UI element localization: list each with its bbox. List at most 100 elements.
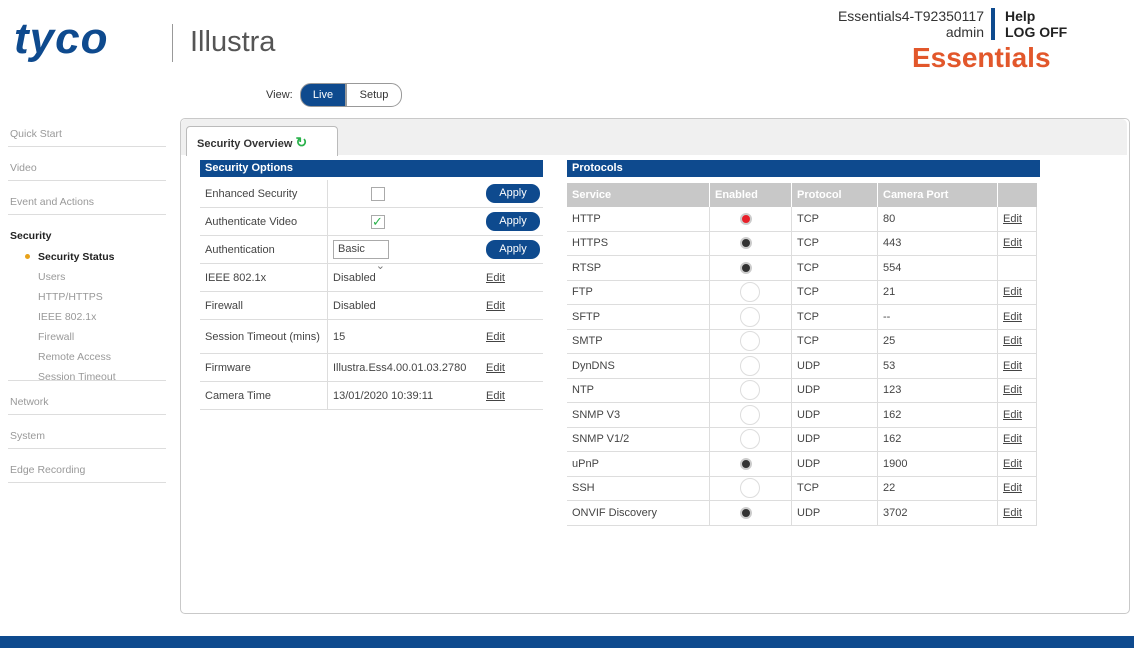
select[interactable]: Basic ⌄ <box>333 240 389 272</box>
apply-button[interactable]: Apply <box>486 212 540 231</box>
nav-item[interactable]: Event and Actions <box>10 196 95 208</box>
edit-link[interactable]: Edit <box>486 271 505 284</box>
camera-port: 3702 <box>878 501 998 526</box>
edit-link[interactable]: Edit <box>1003 457 1022 470</box>
service-name: SFTP <box>567 305 710 330</box>
edit-link[interactable]: Edit <box>1003 237 1022 250</box>
protocol: TCP <box>792 329 878 354</box>
nav-item[interactable]: Security <box>10 230 52 242</box>
camera-port: 443 <box>878 231 998 256</box>
nav-subitem[interactable]: Remote Access <box>38 351 111 363</box>
option-label: Firmware <box>200 354 328 382</box>
action-cell: Edit <box>998 452 1037 477</box>
column-header: Protocol <box>792 183 877 207</box>
nav-subitem[interactable]: IEEE 802.1x <box>38 311 97 323</box>
edit-link[interactable]: Edit <box>1003 482 1022 495</box>
protocol: TCP <box>792 231 878 256</box>
option-text: 15 <box>333 330 346 343</box>
section-header: Security Options <box>200 160 543 177</box>
status-dot <box>740 478 760 499</box>
nav-subitem[interactable]: Users <box>38 271 66 283</box>
option-text: Illustra.Ess4.00.01.03.2780 <box>333 361 467 374</box>
edit-link[interactable]: Edit <box>486 299 505 312</box>
nav-item[interactable]: System <box>10 430 46 442</box>
action-cell: Edit <box>998 476 1037 501</box>
protocol: TCP <box>792 305 878 330</box>
view-button[interactable]: Live <box>300 83 346 107</box>
edit-link[interactable]: Edit <box>1003 433 1022 446</box>
service-name: HTTPS <box>567 231 710 256</box>
nav-item[interactable]: Quick Start <box>10 128 62 140</box>
action-cell: Edit <box>998 354 1037 379</box>
edit-link[interactable]: Edit <box>486 330 505 343</box>
edit-link[interactable]: Edit <box>486 389 505 402</box>
enabled-cell <box>710 280 792 305</box>
tab[interactable]: Security Overview ↻ <box>186 126 338 156</box>
option-action-cell: Edit <box>483 264 543 292</box>
edit-link[interactable]: Edit <box>1003 506 1022 519</box>
status-dot <box>740 429 760 450</box>
enabled-cell <box>710 256 792 281</box>
edit-link[interactable]: Edit <box>1003 359 1022 372</box>
option-text: Disabled <box>333 299 376 312</box>
edition: Essentials <box>912 42 1051 73</box>
checkbox[interactable] <box>371 186 385 201</box>
edit-link[interactable]: Edit <box>1003 335 1022 348</box>
nav-subitem[interactable]: Firewall <box>38 331 75 343</box>
enabled-cell <box>710 305 792 330</box>
camera-port: 1900 <box>878 452 998 477</box>
nav-subitem[interactable]: Security Status <box>38 251 115 263</box>
protocol: UDP <box>792 501 878 526</box>
enabled-cell <box>710 403 792 428</box>
divider <box>172 24 173 62</box>
section-header: Protocols <box>567 160 1040 177</box>
help-link[interactable]: Help <box>1005 8 1036 24</box>
protocol: UDP <box>792 452 878 477</box>
status-dot <box>740 237 752 250</box>
enabled-cell <box>710 427 792 452</box>
status-dot <box>740 355 760 376</box>
nav-bullet <box>25 254 30 259</box>
action-cell <box>998 256 1037 281</box>
view-button[interactable]: Setup <box>346 83 402 107</box>
tab-title: Security Overview <box>197 138 293 150</box>
option-label: Session Timeout (mins) <box>200 320 328 354</box>
option-label: IEEE 802.1x <box>200 264 328 292</box>
edit-link[interactable]: Edit <box>1003 310 1022 323</box>
edit-link[interactable]: Edit <box>1003 408 1022 421</box>
user-name: admin <box>945 24 984 40</box>
camera-port: 123 <box>878 378 998 403</box>
nav-item[interactable]: Network <box>10 396 49 408</box>
nav-item[interactable]: Video <box>10 162 37 174</box>
protocol: TCP <box>792 207 878 232</box>
footer-bar <box>0 636 1134 648</box>
logoff-link[interactable]: LOG OFF <box>1005 24 1068 40</box>
status-dot <box>740 380 760 401</box>
edit-link[interactable]: Edit <box>486 361 505 374</box>
edit-link[interactable]: Edit <box>1003 384 1022 397</box>
refresh-icon[interactable]: ↻ <box>295 134 308 150</box>
apply-button[interactable]: Apply <box>486 184 540 203</box>
camera-port: 22 <box>878 476 998 501</box>
nav-subitem[interactable]: Session Timeout <box>38 371 116 383</box>
column-header: Camera Port <box>878 183 997 207</box>
enabled-cell <box>710 354 792 379</box>
nav-subitem[interactable]: HTTP/HTTPS <box>38 291 103 303</box>
nav-item[interactable]: Edge Recording <box>10 464 86 476</box>
service-name: SNMP V3 <box>567 403 710 428</box>
protocol: TCP <box>792 256 878 281</box>
edit-link[interactable]: Edit <box>1003 286 1022 299</box>
option-action-cell: Edit <box>483 292 543 320</box>
status-dot <box>740 457 752 470</box>
apply-button[interactable]: Apply <box>486 240 540 259</box>
checkbox[interactable]: ✓ <box>371 214 385 229</box>
action-cell: Edit <box>998 501 1037 526</box>
nav-separator <box>8 146 166 147</box>
enabled-cell <box>710 452 792 477</box>
option-label: Enhanced Security <box>200 180 328 208</box>
protocol: TCP <box>792 280 878 305</box>
edit-link[interactable]: Edit <box>1003 212 1022 225</box>
camera-port: 53 <box>878 354 998 379</box>
option-action-cell: Edit <box>483 320 543 354</box>
option-value: Disabled <box>328 292 483 320</box>
